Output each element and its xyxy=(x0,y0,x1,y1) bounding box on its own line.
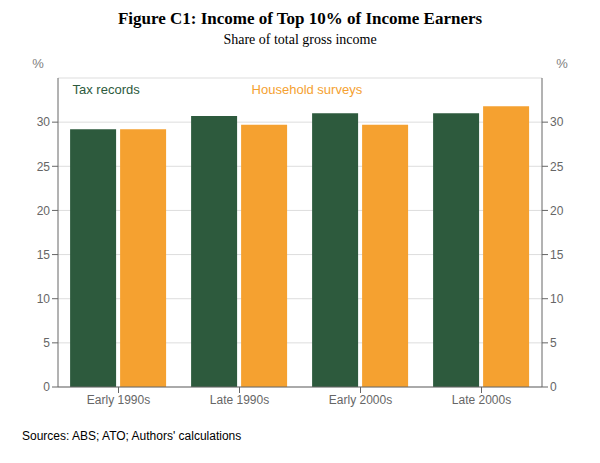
svg-text:Late 2000s: Late 2000s xyxy=(452,393,511,407)
svg-text:Early 2000s: Early 2000s xyxy=(329,393,392,407)
svg-text:Late 1990s: Late 1990s xyxy=(210,393,269,407)
svg-text:0: 0 xyxy=(43,380,50,394)
svg-text:15: 15 xyxy=(37,248,51,262)
svg-text:10: 10 xyxy=(37,292,51,306)
svg-text:%: % xyxy=(556,56,568,71)
html-text:Figure C1: Income of Top 10% o: Figure C1: Income of Top 10% of Income E… xyxy=(117,9,483,28)
svg-text:%: % xyxy=(32,56,44,71)
html-text:Sources: ABS; ATO; Authors' ca: Sources: ABS; ATO; Authors' calculations xyxy=(22,429,242,443)
svg-text:25: 25 xyxy=(37,160,51,174)
svg-text:5: 5 xyxy=(550,336,557,350)
svg-text:5: 5 xyxy=(43,336,50,350)
html-text:Tax records: Tax records xyxy=(72,82,140,97)
svg-text:Early 1990s: Early 1990s xyxy=(87,393,150,407)
svg-text:20: 20 xyxy=(550,204,564,218)
svg-text:30: 30 xyxy=(37,115,51,129)
html-text:Share of total gross income: Share of total gross income xyxy=(223,32,377,47)
svg-text:25: 25 xyxy=(550,160,564,174)
html-text:Household surveys: Household surveys xyxy=(251,82,363,97)
svg-text:20: 20 xyxy=(37,204,51,218)
svg-text:30: 30 xyxy=(550,115,564,129)
svg-text:15: 15 xyxy=(550,248,564,262)
svg-text:10: 10 xyxy=(550,292,564,306)
svg-text:0: 0 xyxy=(550,380,557,394)
